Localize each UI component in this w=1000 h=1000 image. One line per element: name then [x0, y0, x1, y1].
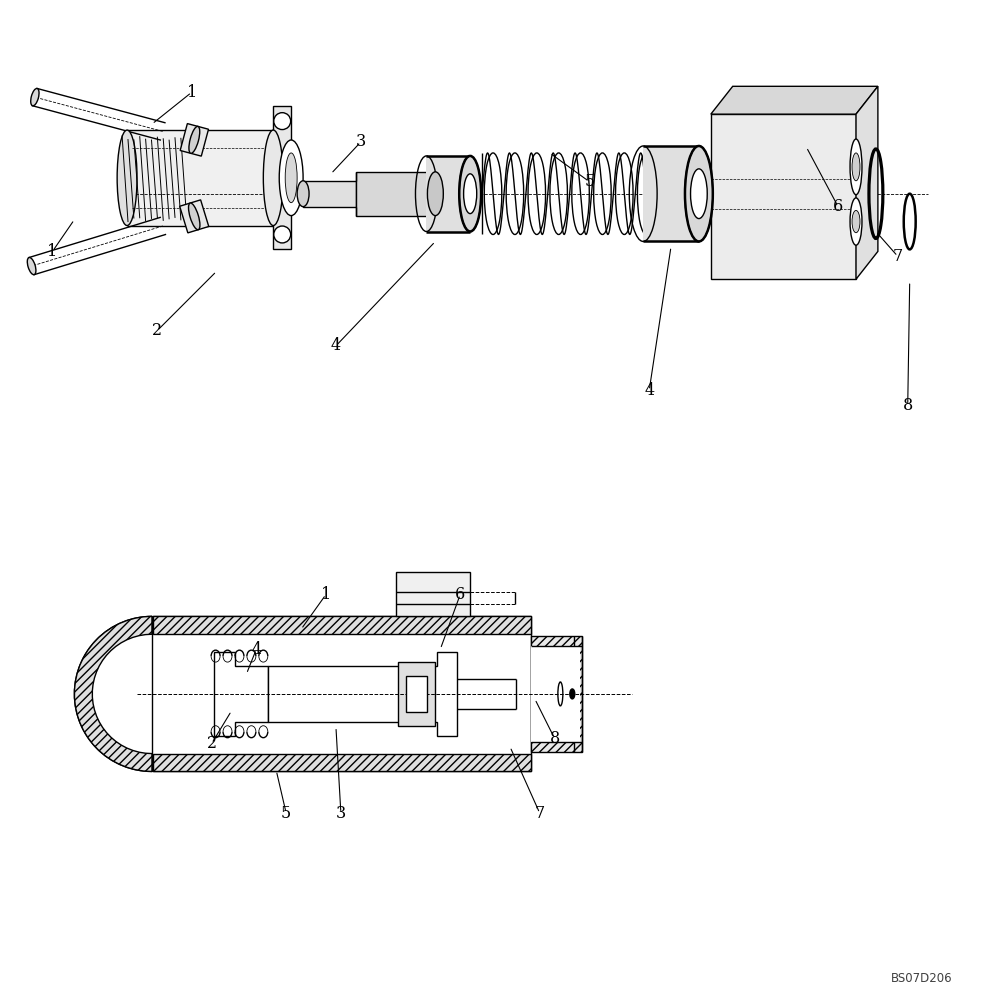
Text: 3: 3 — [356, 133, 366, 150]
Polygon shape — [531, 636, 582, 752]
Polygon shape — [153, 754, 531, 771]
Text: 2: 2 — [152, 322, 162, 339]
Text: 2: 2 — [207, 735, 217, 752]
Text: 1: 1 — [321, 586, 331, 603]
Ellipse shape — [117, 130, 137, 226]
Ellipse shape — [274, 226, 291, 243]
Polygon shape — [153, 616, 531, 634]
Ellipse shape — [27, 257, 36, 275]
Polygon shape — [180, 200, 209, 233]
Text: 8: 8 — [550, 730, 560, 747]
Text: 3: 3 — [336, 805, 346, 822]
Ellipse shape — [691, 169, 707, 219]
Polygon shape — [643, 146, 699, 241]
Polygon shape — [398, 662, 435, 726]
Text: 5: 5 — [584, 173, 595, 190]
Polygon shape — [268, 652, 457, 736]
Polygon shape — [396, 572, 470, 616]
Polygon shape — [127, 130, 273, 226]
Text: BS07D206: BS07D206 — [891, 972, 952, 985]
Text: 1: 1 — [47, 243, 58, 260]
Ellipse shape — [427, 172, 443, 216]
Polygon shape — [711, 114, 856, 279]
Polygon shape — [711, 86, 878, 114]
Polygon shape — [152, 616, 531, 771]
Ellipse shape — [850, 139, 862, 195]
Ellipse shape — [464, 174, 477, 214]
Ellipse shape — [31, 88, 39, 106]
Polygon shape — [856, 86, 878, 279]
Text: 7: 7 — [893, 248, 903, 265]
Text: 7: 7 — [535, 805, 545, 822]
Polygon shape — [273, 106, 291, 249]
Ellipse shape — [263, 130, 283, 226]
Ellipse shape — [459, 156, 481, 232]
Polygon shape — [180, 124, 209, 156]
Ellipse shape — [189, 126, 200, 153]
Polygon shape — [303, 181, 356, 207]
Ellipse shape — [852, 153, 860, 181]
Ellipse shape — [285, 153, 297, 203]
Polygon shape — [356, 172, 435, 216]
Ellipse shape — [274, 113, 291, 130]
Ellipse shape — [685, 146, 713, 241]
Text: 6: 6 — [833, 198, 843, 215]
Polygon shape — [531, 646, 580, 742]
Text: 1: 1 — [187, 84, 197, 101]
Text: 5: 5 — [281, 805, 291, 822]
Ellipse shape — [852, 210, 860, 233]
Text: 4: 4 — [644, 382, 654, 399]
Text: 8: 8 — [903, 397, 913, 414]
Ellipse shape — [279, 140, 303, 216]
Ellipse shape — [850, 198, 862, 245]
Polygon shape — [426, 156, 470, 232]
Ellipse shape — [189, 203, 200, 230]
Polygon shape — [74, 616, 152, 771]
Text: 6: 6 — [455, 586, 465, 603]
Polygon shape — [406, 676, 427, 712]
Text: 4: 4 — [251, 641, 261, 658]
Text: 4: 4 — [331, 337, 341, 354]
Ellipse shape — [570, 689, 575, 699]
Polygon shape — [214, 652, 268, 736]
Ellipse shape — [297, 181, 309, 207]
